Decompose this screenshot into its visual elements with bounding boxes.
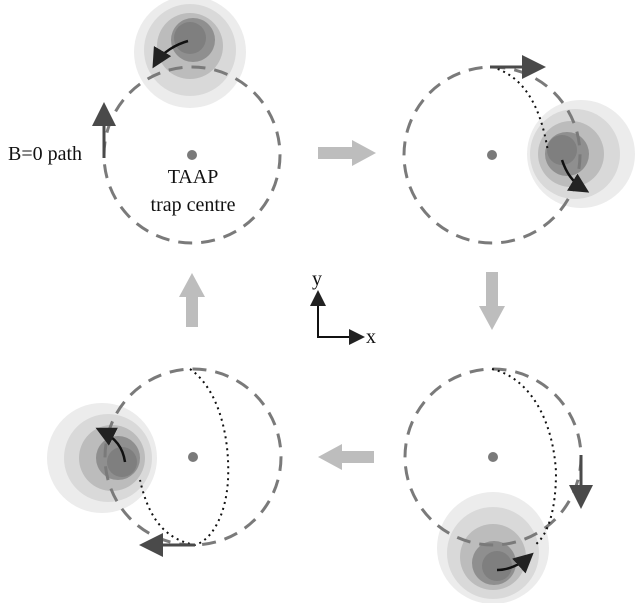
rotation-arrow-3 (496, 552, 534, 574)
b0-path-label: B=0 path (8, 143, 82, 165)
panel-bottom-left (47, 367, 283, 557)
dotted-path-3 (491, 368, 558, 546)
taap-label: TAAP (168, 166, 219, 188)
atom-cloud-left (47, 403, 157, 513)
axes-indicator: y x (310, 268, 376, 348)
trap-centre-label: trap centre (151, 194, 236, 216)
trap-centre-dot-2 (487, 150, 497, 160)
flow-arrow-up (179, 273, 205, 327)
y-axis-label: y (312, 268, 322, 290)
atom-cloud-right (527, 100, 635, 208)
atom-cloud-top (134, 0, 246, 108)
rotation-arrow-2 (560, 159, 590, 193)
rotation-arrow-1 (152, 39, 189, 69)
flow-arrow-left (318, 444, 374, 470)
panel-bottom-right (403, 367, 593, 604)
flow-arrow-right (318, 140, 376, 166)
rotation-arrow-4 (95, 427, 127, 463)
dotted-path-4 (139, 368, 230, 547)
trap-centre-dot-4 (188, 452, 198, 462)
x-axis-label: x (366, 326, 376, 348)
panel-top-left: B=0 path TAAP trap centre (8, 0, 282, 245)
trap-centre-dot-3 (488, 452, 498, 462)
atom-cloud-bottom (437, 492, 549, 604)
flow-arrow-down (479, 272, 505, 330)
trap-centre-dot-1 (187, 150, 197, 160)
panel-top-right (402, 55, 635, 245)
